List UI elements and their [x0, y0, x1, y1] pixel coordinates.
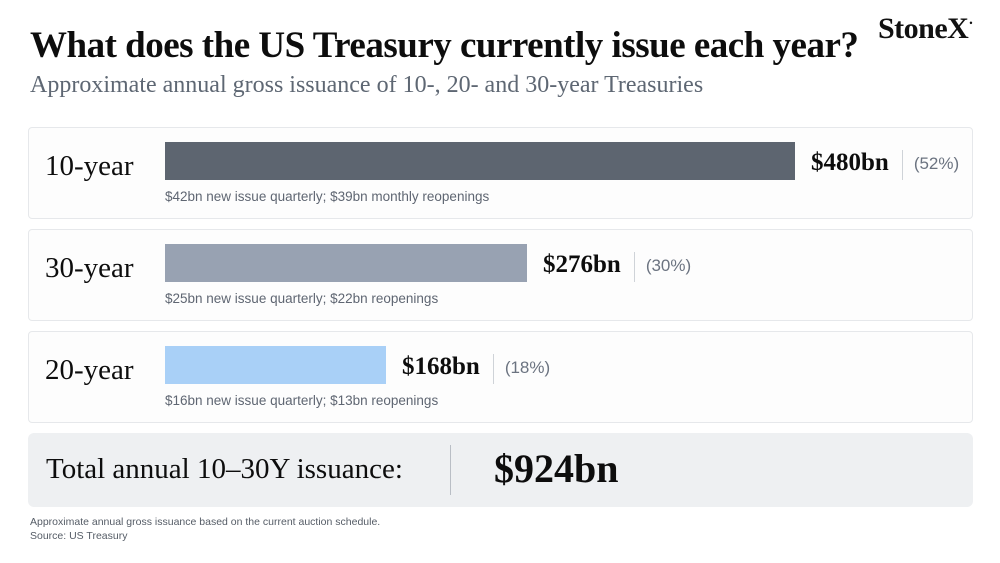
category-label: 20-year — [45, 354, 134, 386]
chart-subtitle: Approximate annual gross issuance of 10-… — [30, 72, 704, 98]
value-separator — [901, 150, 903, 180]
total-value: $924bn — [494, 446, 619, 491]
value-separator — [633, 252, 635, 282]
value-label: $168bn — [402, 353, 480, 380]
share-label: (30%) — [645, 256, 692, 275]
source-note: Source: US Treasury — [30, 530, 128, 542]
bar-note: $42bn new issue quarterly; $39bn monthly… — [165, 189, 490, 204]
total-separator — [450, 445, 451, 495]
bar-note: $25bn new issue quarterly; $22bn reopeni… — [165, 291, 439, 306]
category-label: 10-year — [45, 150, 134, 182]
bar — [165, 142, 795, 180]
stonex-logo: StoneX• — [878, 12, 972, 46]
logo-text: StoneX — [878, 12, 969, 45]
bar-note: $16bn new issue quarterly; $13bn reopeni… — [165, 393, 439, 408]
chart-title: What does the US Treasury currently issu… — [30, 25, 859, 66]
share-label: (18%) — [504, 358, 551, 377]
bar-card-1: 30-year $276bn (30%) $25bn new issue qua… — [28, 229, 973, 321]
footnote: Approximate annual gross issuance based … — [30, 516, 381, 528]
bar-card-2: 20-year $168bn (18%) $16bn new issue qua… — [28, 331, 973, 423]
total-label: Total annual 10–30Y issuance: — [46, 453, 403, 485]
bar — [165, 346, 386, 384]
value-separator — [492, 354, 494, 384]
category-label: 30-year — [45, 252, 134, 284]
value-label: $276bn — [543, 251, 621, 278]
bar-card-0: 10-year $480bn (52%) $42bn new issue qua… — [28, 127, 973, 219]
share-label: (52%) — [913, 154, 960, 173]
value-label: $480bn — [811, 149, 889, 176]
logo-dot-icon: • — [969, 18, 972, 28]
bar — [165, 244, 527, 282]
total-panel: Total annual 10–30Y issuance: $924bn — [28, 433, 973, 507]
